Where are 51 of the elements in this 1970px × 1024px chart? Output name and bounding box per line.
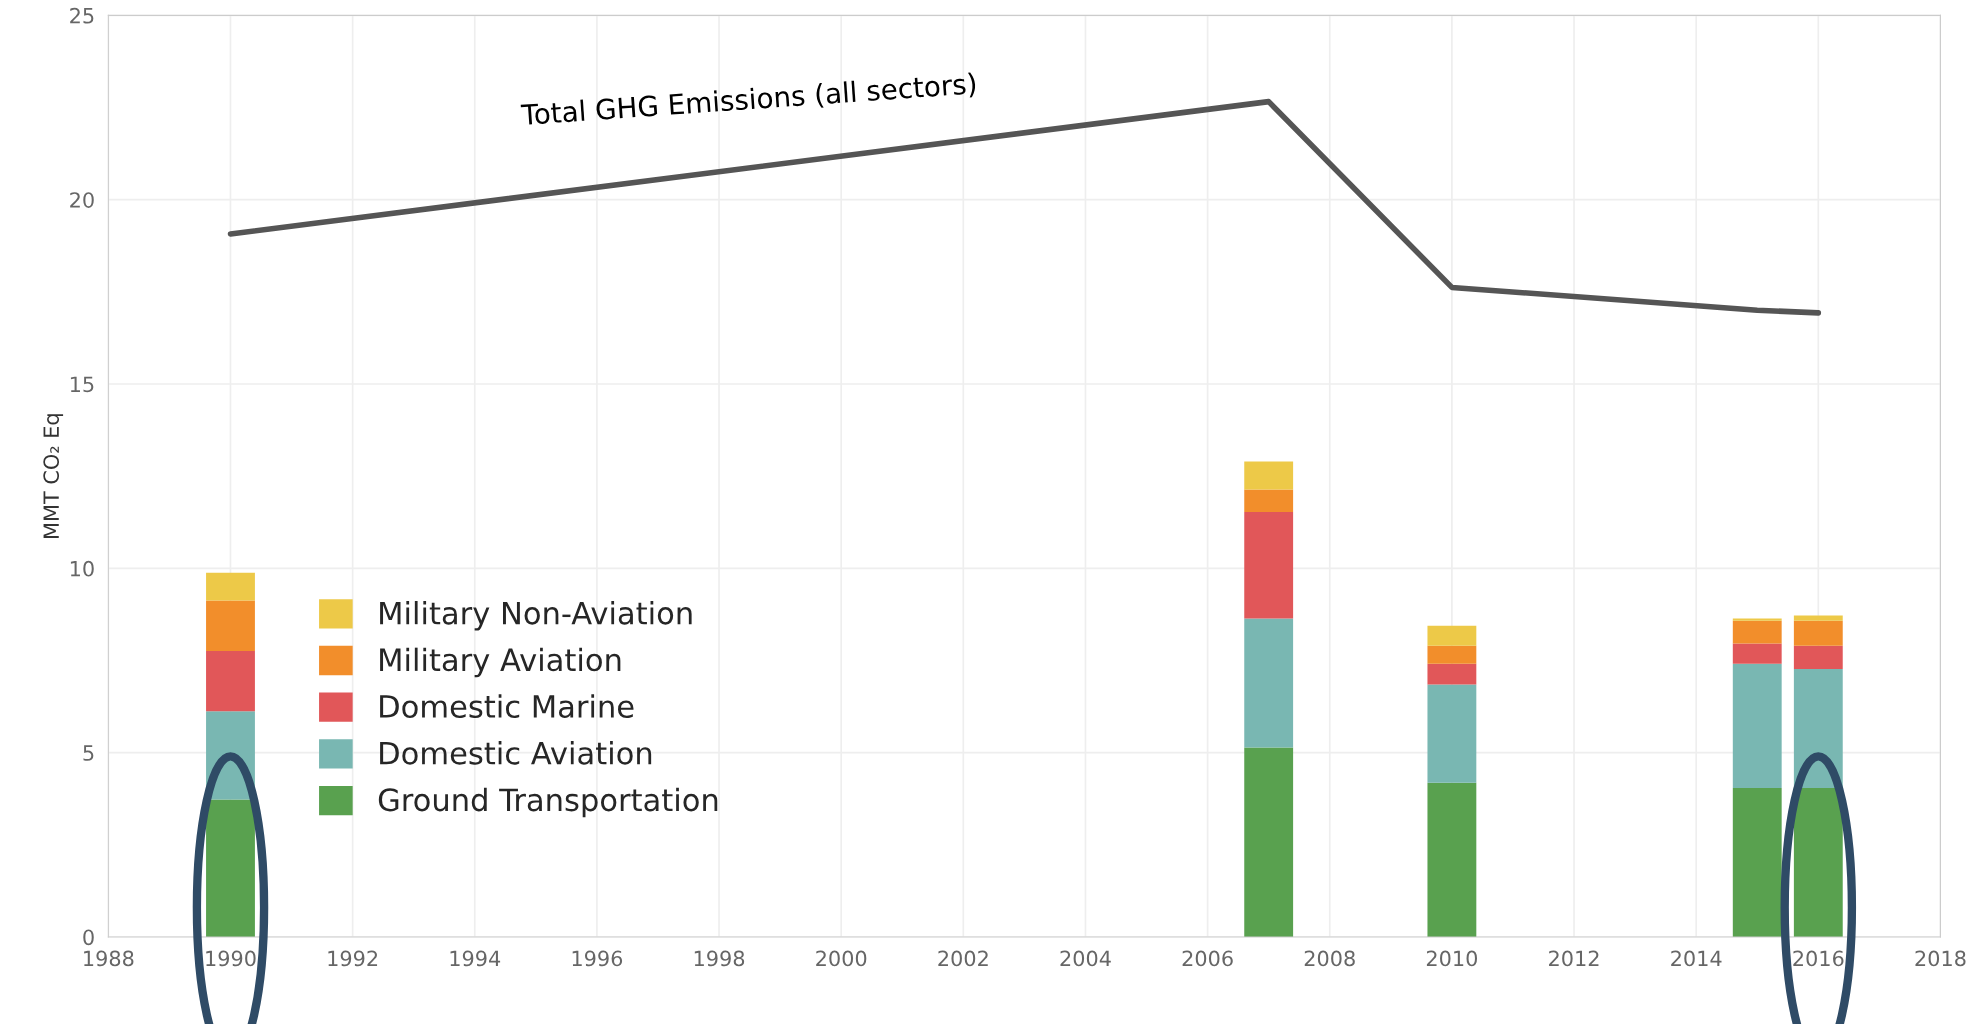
bar [206,572,255,601]
legend-label: Military Non-Aviation [380,600,692,631]
bar [1427,782,1477,937]
x-tick-label: 2006 [1182,950,1233,967]
bar [206,650,255,712]
y-tick-label: 20 [70,192,94,208]
x-tick-label: 2004 [1060,950,1111,967]
legend-label: Domestic Aviation [380,741,652,765]
x-tick-label: 1998 [694,950,745,967]
bar [1732,620,1782,644]
x-tick-label: 2012 [1549,950,1599,967]
x-tick-label: 2010 [1426,950,1478,967]
y-axis-title: MMT CO₂ Eq [43,414,64,538]
bar [1732,643,1782,664]
legend-label: Domestic Marine [380,694,634,718]
bar [206,600,255,651]
bar [1793,615,1843,621]
bar [1244,511,1294,619]
x-tick-label: 2016 [1793,950,1844,967]
bar [1427,684,1477,783]
bar [1793,645,1843,669]
y-tick-label: 25 [70,7,94,24]
bar [1427,663,1477,685]
x-tick-label: 2014 [1671,950,1722,967]
bar [1427,645,1477,664]
x-tick-label: 1992 [328,950,378,967]
x-tick-label: 1994 [450,950,501,967]
bar [1244,489,1294,512]
x-tick-label: 2002 [938,950,988,967]
x-tick-label: 2018 [1915,950,1966,967]
bar [1793,788,1843,937]
bar [1244,618,1294,748]
y-tick-label: 5 [83,745,94,761]
legend-label: Military Aviation [380,647,621,678]
bar [206,799,255,937]
bar [1244,461,1294,490]
y-tick-label: 15 [70,376,94,393]
x-tick-label: 1988 [84,950,134,967]
bar [1244,747,1294,937]
bar [1793,620,1843,646]
y-tick-label: 10 [70,560,94,577]
series-label: Total GHG Emissions (all sectors) [520,72,976,129]
y-tick-label: 0 [83,929,94,946]
bar [1732,618,1782,621]
x-tick-label: 2008 [1304,950,1355,967]
x-tick-label: 2000 [816,950,867,967]
x-tick-label: 1990 [206,950,256,967]
x-tick-label: 1996 [572,950,623,967]
legend-label: Ground Transportation [378,787,718,818]
bar [1427,625,1477,646]
bar [1732,663,1782,789]
